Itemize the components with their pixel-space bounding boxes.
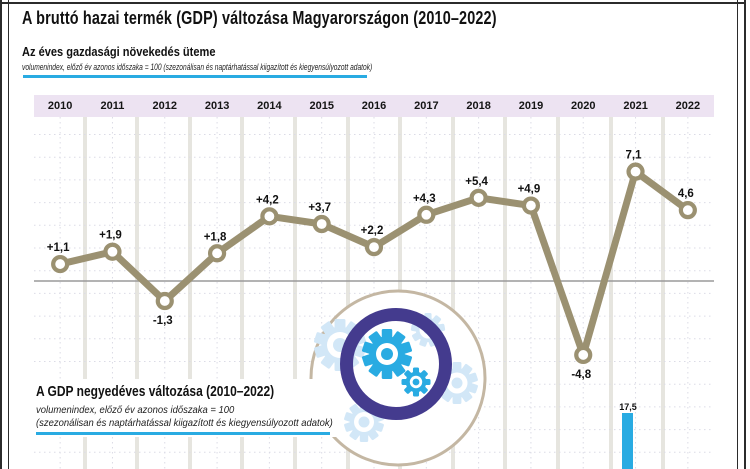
frame-top	[0, 2, 746, 4]
quarterly-section-heading: A GDP negyedéves változása (2010–2022)	[36, 383, 275, 400]
grid-column	[556, 117, 609, 469]
quarterly-section: A GDP negyedéves változása (2010–2022) v…	[28, 379, 342, 437]
annual-section-heading: Az éves gazdasági növekedés üteme	[22, 44, 216, 59]
year-label: 2022	[675, 100, 701, 112]
year-label: 2021	[623, 100, 648, 112]
year-label: 2012	[152, 100, 178, 112]
year-label: 2018	[466, 100, 491, 112]
grid-column	[398, 117, 451, 469]
frame-left-inner	[8, 0, 9, 469]
annual-section-subheading: volumenindex, előző év azonos időszaka =…	[22, 62, 373, 73]
quarterly-bar-label: 17,5	[619, 402, 637, 412]
year-label: 2020	[571, 100, 596, 112]
page-title: A bruttó hazai termék (GDP) változása Ma…	[22, 8, 497, 28]
frame-right-outer	[744, 0, 746, 469]
grid-column	[503, 117, 557, 469]
year-label: 2013	[204, 100, 230, 112]
annual-accent-underline	[23, 75, 367, 78]
year-label: 2017	[414, 100, 439, 112]
year-label: 2016	[361, 100, 387, 112]
year-label: 2010	[47, 100, 73, 112]
year-label: 2014	[257, 100, 282, 112]
quarterly-subheading-line2: (szezonálisan és naptárhatással kiigazít…	[36, 417, 333, 429]
frame-left-outer	[0, 0, 2, 469]
frame-right-inner	[737, 0, 738, 469]
year-label: 2019	[518, 100, 544, 112]
year-header-row: 2010 2011 2012 2013 2014 2015 2016 2017 2018 2019…	[34, 95, 714, 117]
quarterly-bar	[622, 413, 633, 469]
year-label: 2015	[309, 100, 334, 112]
grid-column	[608, 117, 662, 469]
grid-column	[661, 117, 714, 469]
quarterly-accent-underline	[36, 432, 330, 435]
grid-column	[450, 117, 504, 469]
quarterly-subheading-line1: volumenindex, előző év azonos időszaka =…	[36, 404, 235, 416]
year-label: 2011	[100, 100, 125, 112]
